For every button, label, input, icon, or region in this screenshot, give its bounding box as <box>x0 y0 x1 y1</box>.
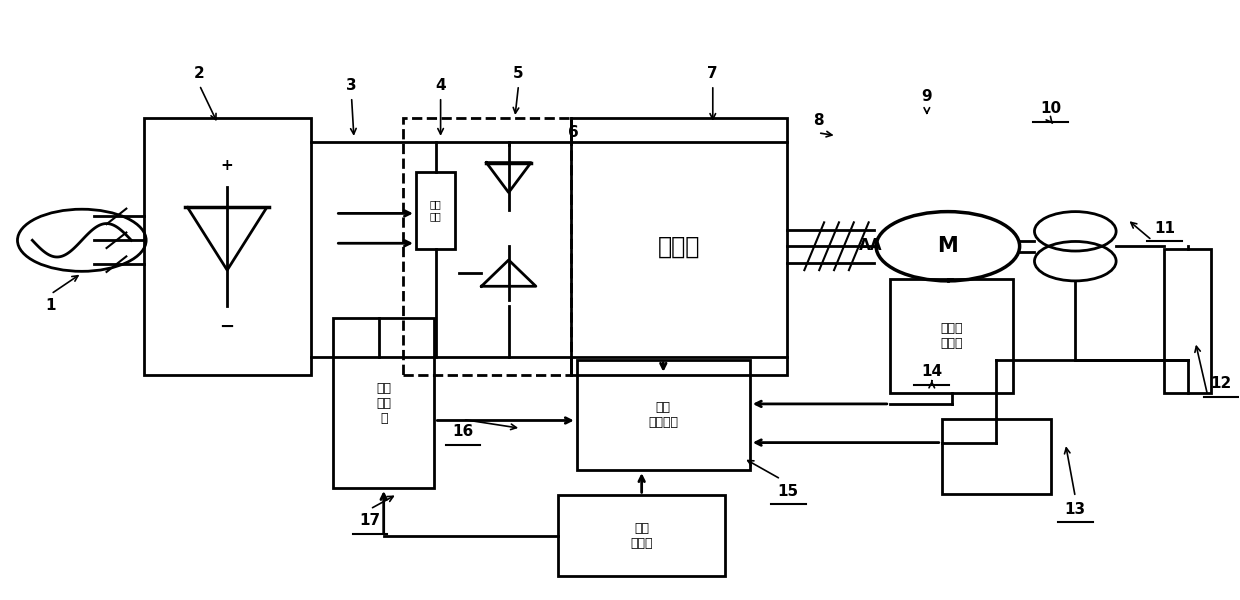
Text: 限位
电路: 限位 电路 <box>430 200 441 221</box>
Text: 13: 13 <box>1065 502 1086 517</box>
Text: M: M <box>937 236 959 256</box>
Text: 4: 4 <box>435 77 446 92</box>
Text: 17: 17 <box>360 514 381 529</box>
Text: AA: AA <box>859 238 883 253</box>
Bar <box>334 318 434 488</box>
Text: 14: 14 <box>921 364 942 379</box>
Text: 16: 16 <box>453 424 474 439</box>
Text: −: − <box>219 318 234 336</box>
Text: 3: 3 <box>346 77 357 92</box>
Bar <box>1164 249 1211 392</box>
Text: 能耗
控制
器: 能耗 控制 器 <box>376 382 391 425</box>
Text: 9: 9 <box>921 89 932 104</box>
Bar <box>941 419 1050 494</box>
Text: 逆变器: 逆变器 <box>657 234 699 258</box>
Text: 7: 7 <box>708 65 718 80</box>
Text: +: + <box>221 158 233 173</box>
Bar <box>577 360 750 470</box>
Text: 速度检
测装置: 速度检 测装置 <box>940 322 962 350</box>
Bar <box>570 118 787 374</box>
Text: 15: 15 <box>777 484 799 499</box>
Bar <box>890 279 1013 392</box>
Bar <box>144 118 311 374</box>
Bar <box>558 495 725 576</box>
Text: 5: 5 <box>513 65 523 80</box>
Text: 2: 2 <box>193 65 205 80</box>
Text: 电梯
控制装置: 电梯 控制装置 <box>649 401 678 429</box>
Text: 1: 1 <box>46 298 56 313</box>
Bar <box>415 172 455 249</box>
Text: 12: 12 <box>1210 376 1231 391</box>
Text: 11: 11 <box>1154 221 1174 236</box>
Bar <box>403 118 570 374</box>
Text: 8: 8 <box>812 113 823 128</box>
Text: 上位
控制器: 上位 控制器 <box>630 521 653 550</box>
Text: 10: 10 <box>1040 101 1061 116</box>
Text: 6: 6 <box>568 125 578 140</box>
